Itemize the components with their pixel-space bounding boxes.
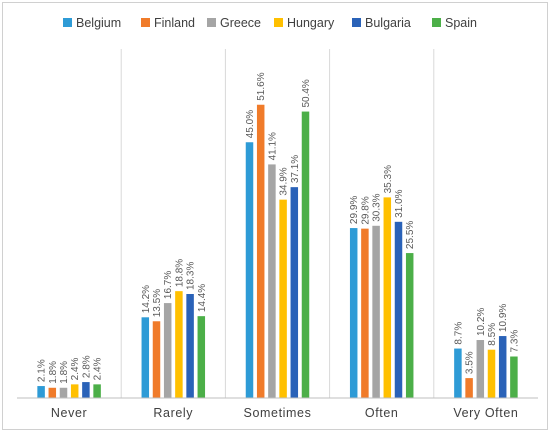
bar-finland-sometimes bbox=[256, 104, 265, 399]
data-label-hungary-very-often: 8.5% bbox=[487, 323, 498, 346]
data-label-finland-very-often: 3.5% bbox=[465, 351, 476, 374]
data-label-greece-sometimes: 41.1% bbox=[267, 132, 278, 160]
data-label-bulgaria-never: 2.8% bbox=[81, 355, 92, 378]
data-label-hungary-rarely: 18.8% bbox=[174, 259, 185, 287]
category-labels: Never Rarely Sometimes Often Very Often bbox=[51, 406, 518, 420]
bar-greece-often bbox=[372, 225, 380, 398]
legend-item-belgium: Belgium bbox=[63, 16, 121, 30]
data-label-spain-often: 25.5% bbox=[405, 221, 416, 249]
bar-hungary-very-often bbox=[487, 349, 496, 398]
bar-greece-never bbox=[59, 387, 68, 398]
legend-label: Belgium bbox=[76, 16, 121, 30]
data-label-bulgaria-rarely: 18.3% bbox=[186, 262, 197, 290]
legend: Belgium Finland Greece Hungary Bulgaria Spain bbox=[63, 16, 477, 30]
data-label-spain-sometimes: 50.4% bbox=[301, 79, 312, 107]
category-label-rarely: Rarely bbox=[153, 406, 193, 420]
data-label-belgium-never: 2.1% bbox=[37, 359, 48, 382]
data-label-belgium-often: 29.9% bbox=[349, 196, 360, 224]
bar-finland-rarely bbox=[152, 321, 161, 398]
data-label-bulgaria-very-often: 10.9% bbox=[498, 304, 509, 332]
bar-spain-sometimes bbox=[301, 111, 310, 398]
bar-bulgaria-often bbox=[394, 221, 403, 398]
data-label-spain-very-often: 7.3% bbox=[509, 330, 520, 353]
bar-belgium-sometimes bbox=[245, 142, 254, 398]
legend-swatch bbox=[63, 18, 72, 27]
data-label-greece-very-often: 10.2% bbox=[476, 308, 487, 336]
bar-spain-very-often bbox=[510, 356, 518, 398]
legend-label: Spain bbox=[445, 16, 477, 30]
legend-item-spain: Spain bbox=[432, 16, 477, 30]
bar-bulgaria-rarely bbox=[186, 294, 194, 399]
data-label-greece-rarely: 16.7% bbox=[163, 271, 174, 299]
legend-label: Finland bbox=[154, 16, 195, 30]
data-label-bulgaria-often: 31.0% bbox=[394, 189, 405, 217]
bar-belgium-rarely bbox=[141, 317, 150, 398]
data-label-bulgaria-sometimes: 37.1% bbox=[290, 155, 301, 183]
bar-finland-often bbox=[361, 228, 369, 398]
bar-hungary-sometimes bbox=[279, 199, 287, 398]
data-label-finland-never: 1.8% bbox=[48, 361, 59, 384]
bar-belgium-never bbox=[37, 386, 45, 398]
category-label-very-often: Very Often bbox=[453, 406, 518, 420]
data-label-belgium-sometimes: 45.0% bbox=[245, 110, 256, 138]
bar-belgium-often bbox=[349, 228, 358, 398]
legend-item-greece: Greece bbox=[207, 16, 261, 30]
category-label-sometimes: Sometimes bbox=[244, 406, 312, 420]
data-label-belgium-very-often: 8.7% bbox=[453, 322, 464, 345]
bars bbox=[37, 104, 518, 399]
data-label-hungary-sometimes: 34.9% bbox=[279, 167, 290, 195]
legend-swatch bbox=[432, 18, 441, 27]
data-label-belgium-rarely: 14.2% bbox=[141, 285, 152, 313]
legend-swatch bbox=[207, 18, 216, 27]
legend-swatch bbox=[274, 18, 283, 27]
legend-item-hungary: Hungary bbox=[274, 16, 335, 30]
bar-spain-rarely bbox=[197, 316, 206, 398]
bar-belgium-very-often bbox=[454, 348, 462, 399]
bar-greece-sometimes bbox=[268, 164, 276, 398]
bar-finland-very-often bbox=[465, 378, 473, 398]
bar-greece-rarely bbox=[163, 303, 172, 398]
bar-bulgaria-sometimes bbox=[290, 187, 299, 398]
data-label-finland-often: 29.8% bbox=[360, 196, 371, 224]
bar-hungary-never bbox=[70, 384, 79, 398]
data-label-spain-rarely: 14.4% bbox=[197, 284, 208, 312]
legend-swatch bbox=[352, 18, 361, 27]
bar-bulgaria-never bbox=[82, 382, 90, 398]
category-label-often: Often bbox=[365, 406, 399, 420]
category-separators bbox=[120, 49, 435, 398]
legend-label: Hungary bbox=[287, 16, 335, 30]
legend-swatch bbox=[141, 18, 150, 27]
bar-hungary-rarely bbox=[175, 291, 183, 398]
data-label-finland-rarely: 13.5% bbox=[152, 289, 163, 317]
data-label-hungary-never: 2.4% bbox=[70, 357, 81, 380]
bar-greece-very-often bbox=[476, 340, 485, 398]
legend-item-bulgaria: Bulgaria bbox=[352, 16, 411, 30]
bar-spain-never bbox=[93, 384, 101, 398]
legend-label: Greece bbox=[220, 16, 261, 30]
legend-label: Bulgaria bbox=[365, 16, 411, 30]
bar-spain-often bbox=[405, 253, 414, 398]
bar-finland-never bbox=[48, 387, 57, 398]
category-label-never: Never bbox=[51, 406, 87, 420]
data-label-greece-never: 1.8% bbox=[59, 361, 70, 384]
bar-bulgaria-very-often bbox=[498, 336, 507, 398]
data-label-finland-sometimes: 51.6% bbox=[256, 72, 267, 100]
data-labels: 2.1% 1.8% 1.8% 2.4% 2.8% 2.4%14.2% 13.5%16.7% 1… bbox=[37, 72, 521, 383]
data-label-hungary-often: 35.3% bbox=[383, 165, 394, 193]
bar-hungary-often bbox=[383, 197, 392, 398]
data-label-greece-often: 30.3% bbox=[372, 193, 383, 221]
data-label-spain-never: 2.4% bbox=[93, 357, 104, 380]
legend-item-finland: Finland bbox=[141, 16, 195, 30]
